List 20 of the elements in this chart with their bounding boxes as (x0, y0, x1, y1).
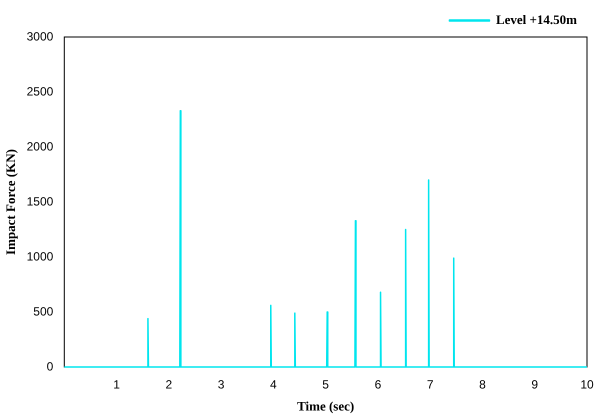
x-tick-label: 2 (165, 378, 172, 392)
x-tick-label: 4 (270, 378, 278, 392)
x-tick-label: 10 (580, 378, 594, 392)
y-tick-label: 3000 (26, 29, 54, 44)
x-tick-label: 6 (374, 378, 382, 392)
y-tick-label: 0 (46, 359, 54, 374)
y-axis-title: Impact Force (KN) (3, 149, 18, 255)
x-tick-label: 9 (531, 378, 538, 392)
y-tick-label: 2500 (26, 84, 54, 98)
x-tick-label: 1 (113, 378, 120, 392)
y-tick-label: 1500 (26, 194, 54, 208)
y-tick-label: 1000 (26, 249, 54, 264)
x-axis-title: Time (sec) (297, 398, 354, 414)
x-tick-label: 8 (479, 378, 486, 392)
x-tick-label: 7 (426, 378, 434, 392)
y-tick-label: 2000 (26, 139, 54, 154)
x-tick-label: 5 (322, 378, 330, 392)
x-tick-label: 3 (218, 378, 225, 392)
y-tick-label: 500 (33, 304, 54, 318)
legend-label: Level +14.50m (496, 12, 578, 27)
